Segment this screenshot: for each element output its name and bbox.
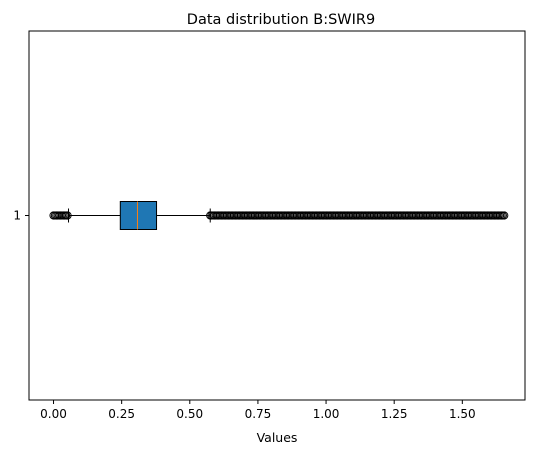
x-tick-label: 0.25 — [108, 407, 135, 421]
outlier-high — [500, 211, 509, 220]
box-iqr — [119, 201, 158, 230]
x-tick-label: 0.00 — [40, 407, 67, 421]
x-tick-label: 1.50 — [449, 407, 476, 421]
x-tick-label: 0.75 — [245, 407, 272, 421]
x-tick-label: 1.00 — [313, 407, 340, 421]
outlier-low — [63, 211, 72, 220]
x-axis-label: Values — [257, 430, 298, 445]
plot-area — [49, 201, 509, 230]
x-tick-label: 1.25 — [381, 407, 408, 421]
x-axis: 0.00 0.25 0.50 0.75 1.00 1.25 1.50 — [40, 400, 476, 421]
y-axis: 1 — [13, 209, 29, 223]
chart-title: Data distribution B:SWIR9 — [187, 12, 375, 28]
y-tick-label: 1 — [13, 209, 21, 223]
x-tick-label: 0.50 — [176, 407, 203, 421]
